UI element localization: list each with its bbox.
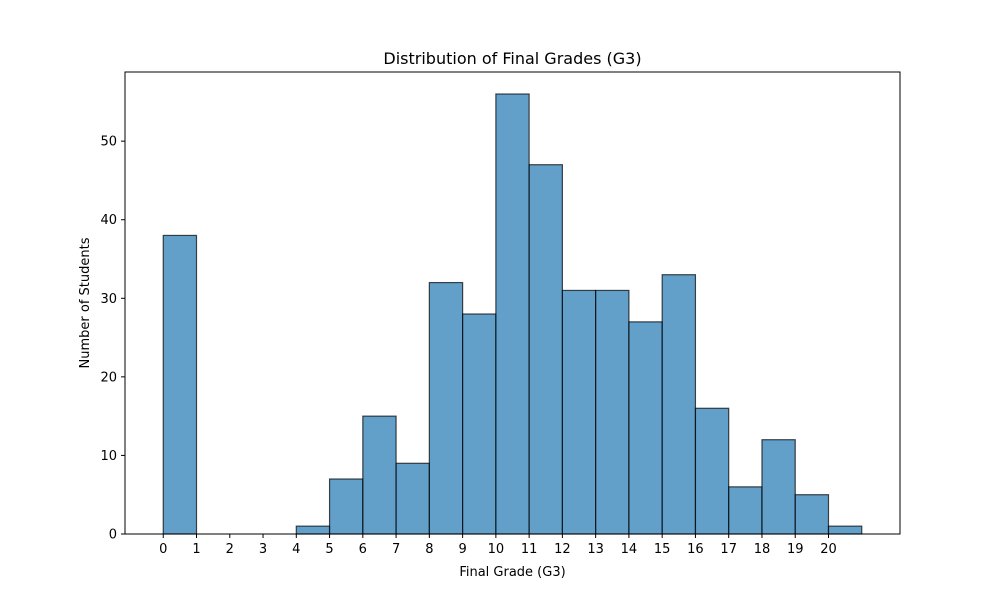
bars-group — [162, 93, 863, 535]
y-tick-label-30: 30 — [100, 292, 117, 307]
bar-bin-12 — [561, 289, 597, 535]
bar-bin-18 — [761, 439, 796, 535]
bar-bin-10 — [495, 93, 530, 535]
x-tick-label-15: 15 — [654, 542, 671, 557]
x-tick-label-19: 19 — [787, 542, 804, 557]
x-tick-label-6: 6 — [359, 542, 367, 557]
x-tick-label-12: 12 — [554, 542, 571, 557]
x-tick-label-17: 17 — [720, 542, 737, 557]
bar-bin-6 — [362, 415, 397, 535]
bar-bin-19 — [794, 494, 830, 535]
plot-frame — [124, 71, 901, 535]
bar-bin-0 — [162, 234, 198, 535]
y-tick-label-10: 10 — [100, 449, 117, 464]
bar-bin-11 — [528, 164, 563, 535]
y-tick-label-50: 50 — [100, 135, 117, 150]
bar-bin-9 — [462, 313, 497, 535]
bar-bin-7 — [395, 462, 430, 535]
x-tick-label-9: 9 — [458, 542, 466, 557]
x-tick-label-7: 7 — [392, 542, 400, 557]
bar-bin-13 — [595, 289, 630, 535]
x-tick-label-11: 11 — [521, 542, 538, 557]
x-tick-label-5: 5 — [325, 542, 333, 557]
bar-bin-8 — [428, 281, 464, 535]
bar-bin-17 — [728, 486, 763, 535]
x-tick-label-8: 8 — [425, 542, 433, 557]
x-tick-label-14: 14 — [621, 542, 638, 557]
bar-bin-15 — [661, 274, 697, 535]
bar-bin-4 — [295, 525, 331, 535]
y-axis-label: Number of Students — [78, 237, 93, 368]
x-tick-label-1: 1 — [192, 542, 200, 557]
x-tick-label-13: 13 — [587, 542, 604, 557]
x-axis-ticks: 0 1 2 3 4 5 6 7 8 9 10 11 12 13 14 15 16 17 18 19 20 — [159, 534, 837, 557]
x-tick-label-16: 16 — [687, 542, 704, 557]
bar-bin-16 — [694, 407, 730, 535]
x-tick-label-3: 3 — [259, 542, 267, 557]
y-tick-label-20: 20 — [100, 370, 117, 385]
x-axis-label: Final Grade (G3) — [459, 565, 565, 580]
y-tick-label-40: 40 — [100, 213, 117, 228]
y-axis-ticks: 0 10 20 30 40 50 — [100, 135, 125, 543]
x-tick-label-2: 2 — [226, 542, 234, 557]
bar-bin-14 — [628, 321, 663, 535]
x-tick-label-20: 20 — [820, 542, 837, 557]
x-tick-label-4: 4 — [292, 542, 300, 557]
bar-bin-5 — [328, 478, 364, 535]
bar-bin-20 — [827, 525, 863, 535]
y-tick-label-0: 0 — [109, 528, 117, 543]
x-tick-label-0: 0 — [159, 542, 167, 557]
x-tick-label-18: 18 — [754, 542, 771, 557]
chart-title: Distribution of Final Grades (G3) — [383, 49, 641, 68]
x-tick-label-10: 10 — [488, 542, 505, 557]
